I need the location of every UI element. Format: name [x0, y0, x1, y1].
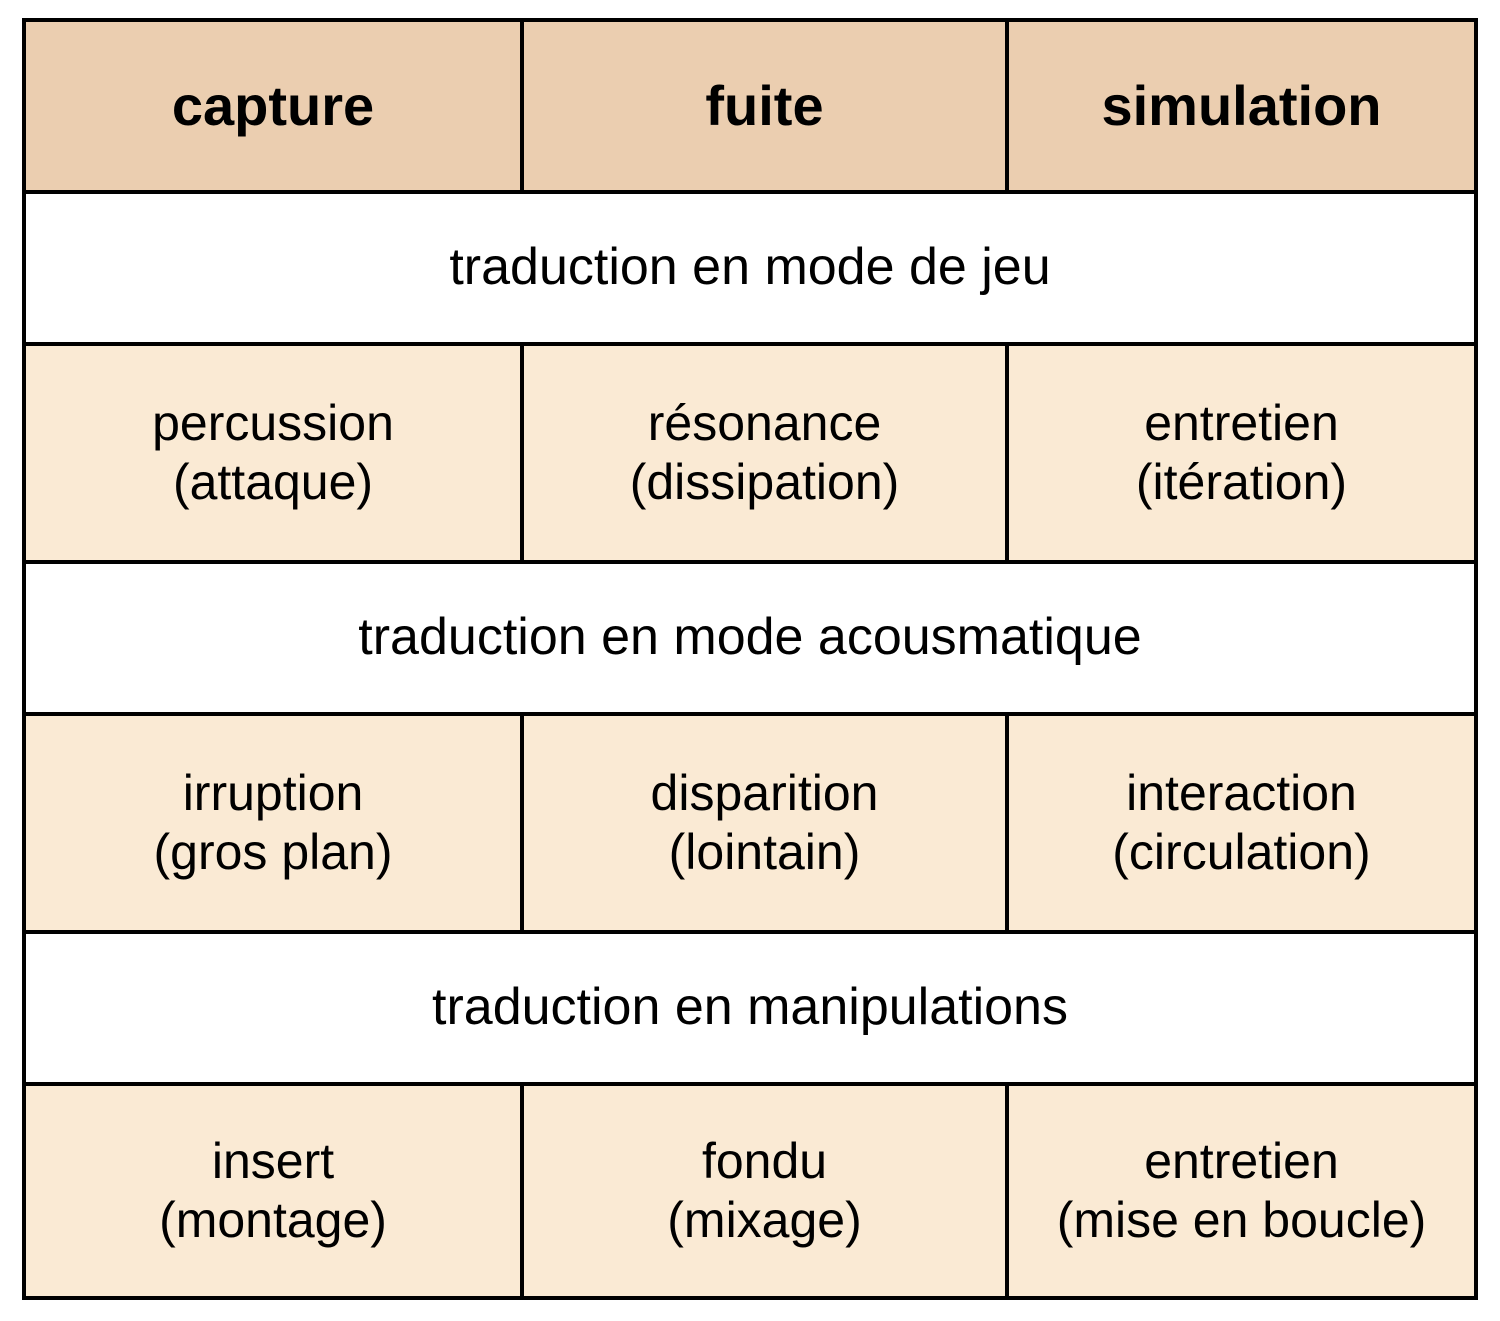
section-title-1: traduction en mode de jeu [24, 192, 1476, 344]
header-row: capture fuite simulation [24, 20, 1476, 192]
cell-sub: (montage) [36, 1191, 510, 1250]
cell-term: irruption [36, 764, 510, 823]
section-title-3: traduction en manipulations [24, 932, 1476, 1084]
body-row-2: irruption (gros plan) disparition (loint… [24, 714, 1476, 932]
cell-1-2: résonance (dissipation) [522, 344, 1007, 562]
cell-2-3: interaction (circulation) [1007, 714, 1476, 932]
cell-sub: (attaque) [36, 453, 510, 512]
cell-1-3: entretien (itération) [1007, 344, 1476, 562]
cell-3-2: fondu (mixage) [522, 1084, 1007, 1298]
section-row-2: traduction en mode acousmatique [24, 562, 1476, 714]
cell-term: disparition [534, 764, 995, 823]
cell-term: fondu [534, 1132, 995, 1191]
cell-sub: (circulation) [1019, 823, 1464, 882]
cell-2-1: irruption (gros plan) [24, 714, 522, 932]
section-row-1: traduction en mode de jeu [24, 192, 1476, 344]
cell-1-1: percussion (attaque) [24, 344, 522, 562]
cell-term: résonance [534, 394, 995, 453]
cell-sub: (itération) [1019, 453, 1464, 512]
cell-sub: (mixage) [534, 1191, 995, 1250]
cell-term: interaction [1019, 764, 1464, 823]
table-container: capture fuite simulation traduction en m… [0, 0, 1500, 1321]
cell-sub: (lointain) [534, 823, 995, 882]
header-fuite: fuite [522, 20, 1007, 192]
body-row-1: percussion (attaque) résonance (dissipat… [24, 344, 1476, 562]
cell-sub: (gros plan) [36, 823, 510, 882]
cell-2-2: disparition (lointain) [522, 714, 1007, 932]
cell-term: percussion [36, 394, 510, 453]
cell-sub: (dissipation) [534, 453, 995, 512]
header-capture: capture [24, 20, 522, 192]
translation-table: capture fuite simulation traduction en m… [22, 18, 1478, 1300]
header-simulation: simulation [1007, 20, 1476, 192]
cell-sub: (mise en boucle) [1019, 1191, 1464, 1250]
cell-term: entretien [1019, 1132, 1464, 1191]
section-row-3: traduction en manipulations [24, 932, 1476, 1084]
cell-term: entretien [1019, 394, 1464, 453]
body-row-3: insert (montage) fondu (mixage) entretie… [24, 1084, 1476, 1298]
cell-term: insert [36, 1132, 510, 1191]
cell-3-1: insert (montage) [24, 1084, 522, 1298]
section-title-2: traduction en mode acousmatique [24, 562, 1476, 714]
cell-3-3: entretien (mise en boucle) [1007, 1084, 1476, 1298]
